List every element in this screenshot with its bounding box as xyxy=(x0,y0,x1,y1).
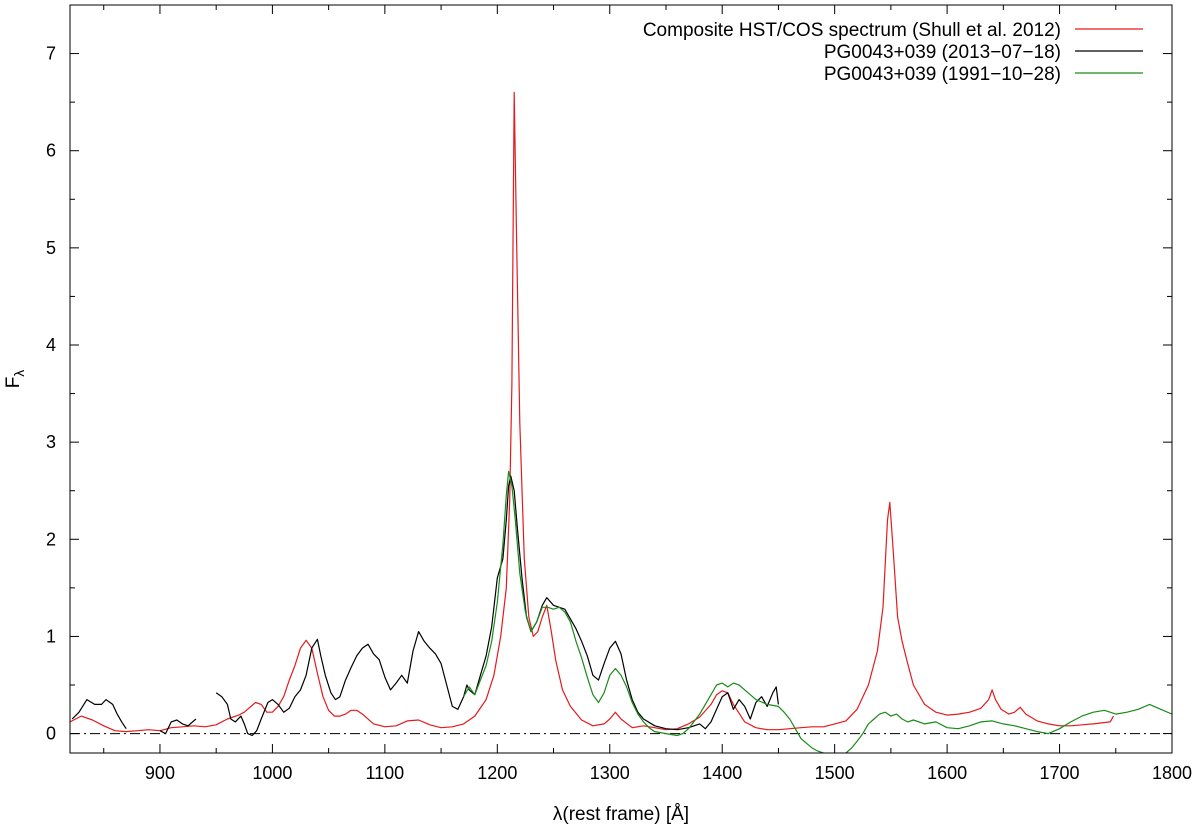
series-line-3 xyxy=(463,470,1172,753)
series-line-2 xyxy=(159,718,197,735)
x-axis-ticks: 900 1000 1100 1200 1300 1400 1500 1600 1700 1800 xyxy=(103,5,1192,783)
series-line-2 xyxy=(71,699,127,730)
legend-label-3: PG0043+039 (1991−10−28) xyxy=(824,64,1061,85)
y-axis-ticks: 0 1 2 3 4 5 6 7 xyxy=(46,4,1172,744)
x-tick-label: 1100 xyxy=(365,763,404,783)
legend: Composite HST/COS spectrum (Shull et al.… xyxy=(643,20,1143,85)
series-line-2 xyxy=(215,475,779,737)
x-tick-label: 1300 xyxy=(590,763,630,783)
x-tick-label: 1000 xyxy=(252,763,292,783)
y-axis-label-sub: λ xyxy=(11,370,27,377)
x-tick-label: 900 xyxy=(145,763,175,783)
y-tick-label: 5 xyxy=(46,238,56,258)
y-tick-label: 7 xyxy=(46,44,56,64)
x-tick-label: 1400 xyxy=(702,763,742,783)
y-tick-label: 6 xyxy=(46,141,56,161)
x-axis-label: λ(rest frame) [Å] xyxy=(553,804,689,825)
x-tick-label: 1600 xyxy=(927,763,967,783)
x-tick-label: 1700 xyxy=(1040,763,1080,783)
y-axis-label-main: F xyxy=(3,377,24,389)
legend-label-1: Composite HST/COS spectrum (Shull et al.… xyxy=(643,20,1061,41)
y-axis-label: Fλ xyxy=(3,370,27,389)
x-tick-label: 1800 xyxy=(1152,763,1192,783)
legend-label-2: PG0043+039 (2013−07−18) xyxy=(824,42,1061,63)
plot-frame xyxy=(69,4,1173,754)
x-tick-label: 1200 xyxy=(477,763,517,783)
y-tick-label: 2 xyxy=(46,529,56,549)
y-tick-label: 1 xyxy=(46,626,56,646)
y-tick-label: 0 xyxy=(46,724,56,744)
y-tick-label: 4 xyxy=(46,335,56,355)
series-line-1 xyxy=(70,91,1115,733)
series-layer xyxy=(70,91,1172,753)
x-tick-label: 1500 xyxy=(815,763,855,783)
y-tick-label: 3 xyxy=(46,432,56,452)
